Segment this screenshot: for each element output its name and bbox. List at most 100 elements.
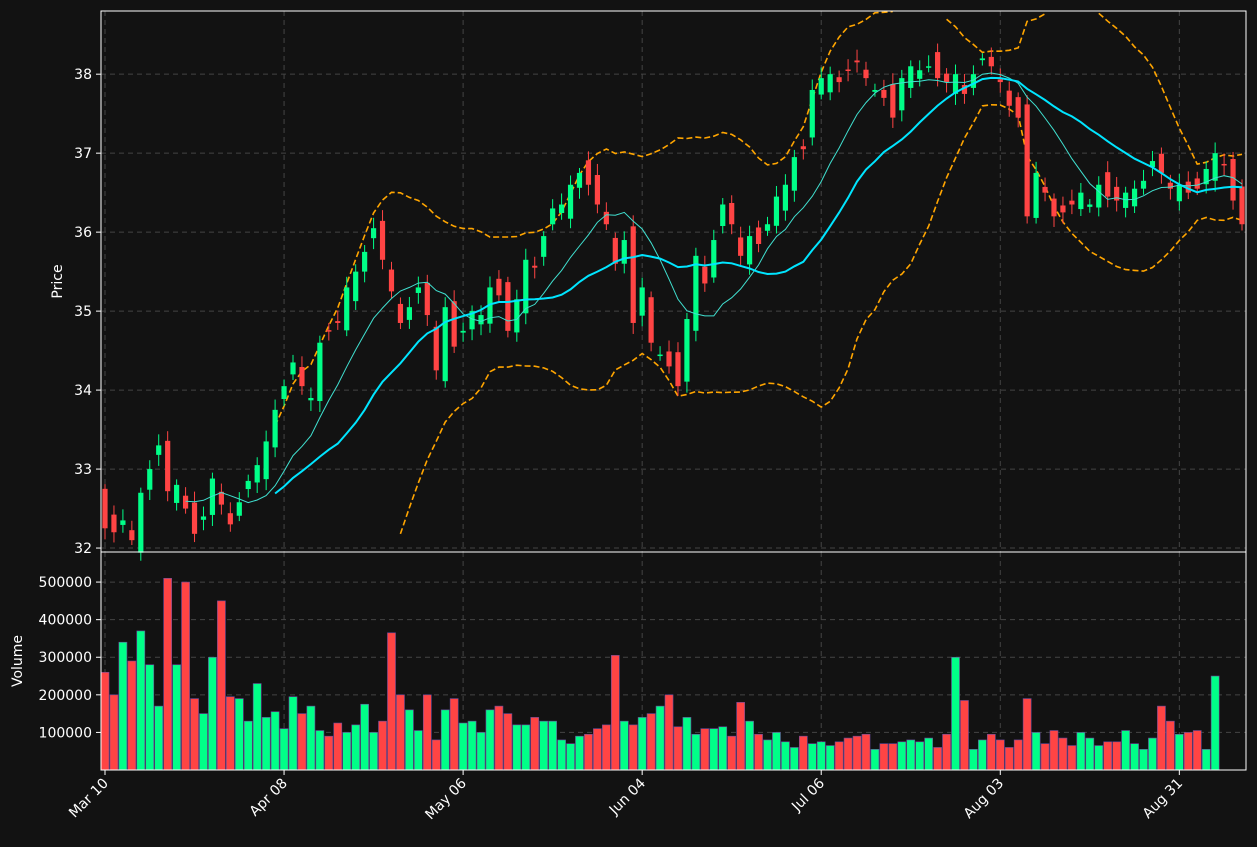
candle-body [729, 202, 735, 225]
candle-body [1069, 200, 1075, 205]
candle-body [272, 409, 278, 448]
candle-body [961, 84, 968, 94]
candle-body [290, 362, 296, 375]
volume-bar [969, 749, 978, 771]
volume-bar [879, 743, 889, 771]
volume-bar [503, 713, 513, 771]
volume-bar [852, 735, 862, 771]
volume-bar [915, 741, 925, 771]
volume-bar [888, 743, 898, 771]
candle-body [165, 440, 171, 492]
candle-body [952, 74, 959, 94]
candle-body [541, 236, 547, 257]
candle-body [1158, 153, 1165, 173]
candle-body [558, 204, 565, 214]
volume-bar [1201, 749, 1211, 771]
candle-body [576, 172, 583, 188]
volume-bar [315, 730, 325, 771]
volume-bar [825, 745, 835, 771]
volume-bar [1022, 698, 1032, 771]
volume-bar [234, 698, 244, 771]
candle-body [478, 315, 484, 325]
volume-bar [575, 735, 584, 771]
bollinger-bands [274, 10, 1243, 535]
volume-bar [414, 730, 423, 771]
volume-bar [324, 735, 334, 771]
volume-bar [798, 735, 808, 771]
candle-body [147, 469, 153, 490]
candle-body [227, 513, 233, 525]
volume-bar [333, 722, 343, 771]
volume-bar [351, 724, 361, 771]
volume-bar [172, 664, 181, 771]
volume-bar [557, 739, 566, 771]
volume-bar [646, 713, 656, 771]
volume-bar [1004, 747, 1014, 771]
volume-bar [700, 728, 710, 771]
candle-body [666, 351, 672, 367]
candle-body [200, 516, 207, 520]
volume-bar [440, 709, 450, 771]
candle-body [675, 352, 681, 387]
candle-body [1078, 192, 1084, 210]
volume-bar [718, 726, 728, 771]
candle-body [747, 236, 753, 265]
volume-bar [584, 733, 593, 771]
volume-bar [378, 720, 387, 771]
candle-body [809, 89, 815, 138]
candle-body [979, 58, 985, 61]
volume-bar [1049, 730, 1059, 771]
volume-bar [897, 741, 907, 771]
volume-bar [127, 660, 137, 771]
candle-body [236, 502, 242, 516]
volume-bar [494, 705, 504, 771]
volume-bar [951, 656, 960, 771]
volume-bar [369, 732, 378, 771]
volume-bar [1031, 732, 1041, 771]
volume-bar [745, 720, 754, 771]
candle-body [1149, 161, 1156, 168]
volume-bar [1166, 720, 1175, 771]
volume-bar [252, 683, 262, 771]
volume-bar [1040, 743, 1050, 771]
candle-body [254, 465, 260, 483]
candle-body [1239, 186, 1245, 225]
candle-body [406, 307, 412, 320]
volume-bar [816, 741, 826, 771]
candle-body [1042, 186, 1048, 193]
candle-body [1221, 163, 1227, 166]
candle-body [308, 397, 314, 401]
candle-body [818, 78, 824, 95]
volume-bar [530, 717, 540, 771]
volume-bar [163, 578, 172, 771]
volume-bar [870, 749, 880, 771]
volume-bar [1157, 705, 1166, 771]
volume-bar [1112, 741, 1121, 771]
volume-bar [1130, 743, 1139, 771]
candle-body [738, 237, 744, 256]
volume-bar [360, 703, 369, 771]
volume-bar [548, 720, 557, 771]
candle-body [174, 484, 180, 503]
candle-body [353, 271, 359, 302]
volume-bar [709, 728, 719, 771]
candle-body [854, 60, 860, 63]
volume-bar [807, 743, 817, 771]
volume-bar [1148, 737, 1157, 771]
candle-body [791, 157, 797, 191]
candle-body [648, 297, 654, 343]
volume-bar [1183, 732, 1193, 771]
candle-body [720, 204, 726, 227]
volume-bar [512, 724, 522, 771]
volume-bar [476, 732, 486, 771]
candle-body [1006, 90, 1012, 106]
volume-bar [1013, 739, 1023, 771]
candle-body [433, 326, 439, 371]
volume-bar [906, 739, 916, 771]
volume-bar [1085, 737, 1095, 771]
volume-bar [485, 709, 495, 771]
volume-bar [619, 720, 629, 771]
candle-body [594, 174, 600, 205]
volume-bar [861, 733, 871, 771]
volume-bar [772, 732, 781, 771]
